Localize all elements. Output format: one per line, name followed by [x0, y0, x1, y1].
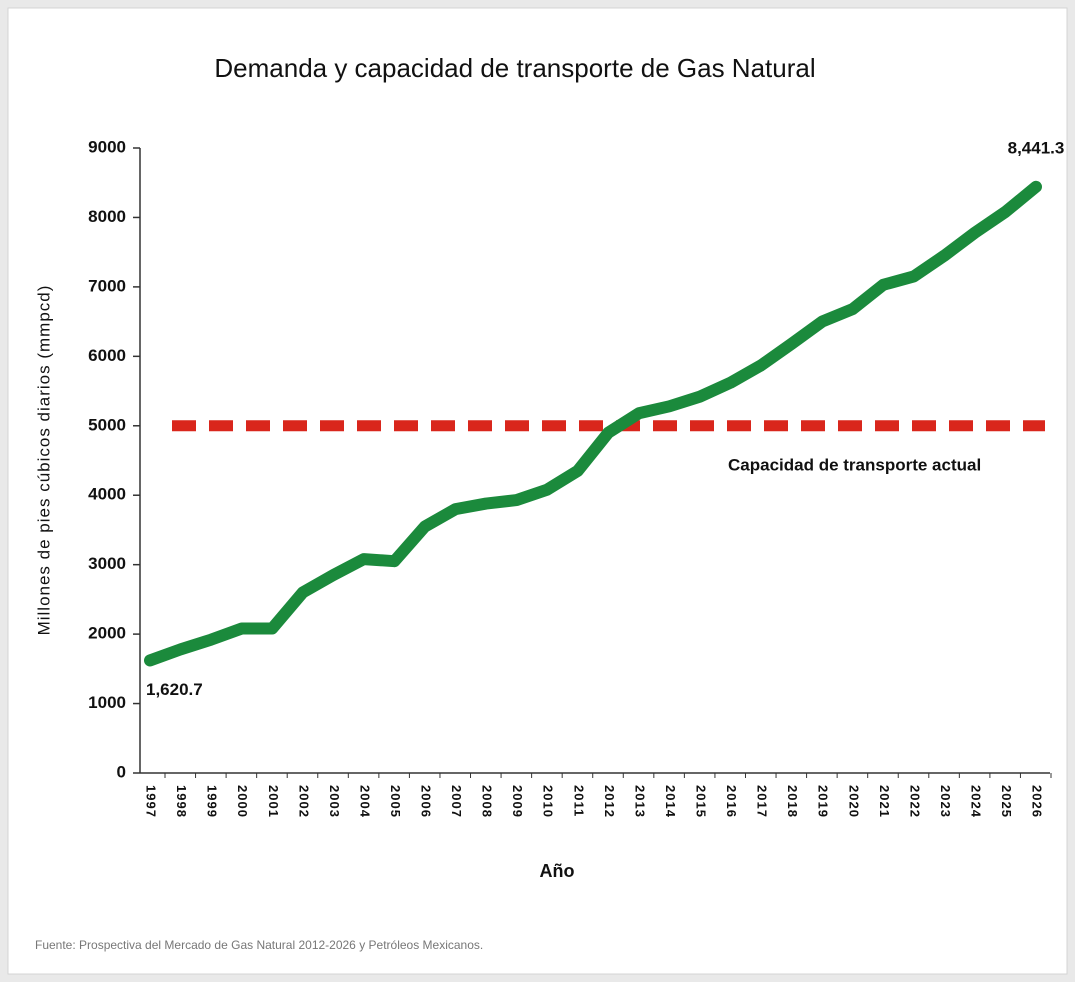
x-tick-label: 2023 [938, 785, 953, 818]
y-tick-label: 6000 [88, 346, 126, 365]
reference-label: Capacidad de transporte actual [728, 455, 981, 474]
x-axis-title: Año [540, 861, 575, 881]
x-tick-label: 2009 [510, 785, 525, 818]
y-tick-label: 0 [117, 762, 126, 781]
x-tick-label: 2005 [388, 785, 403, 818]
y-tick-label: 1000 [88, 693, 126, 712]
chart-title: Demanda y capacidad de transporte de Gas… [214, 53, 815, 83]
x-tick-label: 2025 [999, 785, 1014, 818]
x-tick-label: 1999 [205, 785, 220, 818]
x-tick-label: 2013 [632, 785, 647, 818]
y-tick-label: 7000 [88, 276, 126, 295]
x-tick-label: 2004 [357, 785, 372, 818]
y-tick-label: 2000 [88, 624, 126, 643]
y-tick-label: 4000 [88, 485, 126, 504]
x-tick-label: 2000 [235, 785, 250, 818]
value-label: 1,620.7 [146, 680, 203, 699]
x-tick-label: 2017 [755, 785, 770, 818]
x-tick-label: 2011 [571, 785, 586, 817]
y-axis-title: Millones de pies cúbicos diarios (mmpcd) [34, 285, 53, 636]
x-tick-label: 2018 [785, 785, 800, 818]
x-tick-label: 2024 [968, 785, 983, 818]
data-line [144, 180, 1042, 667]
x-tick-label: 2008 [480, 785, 495, 818]
x-tick-label: 2015 [693, 785, 708, 818]
x-tick-label: 2022 [907, 785, 922, 818]
y-tick-label: 5000 [88, 415, 126, 434]
source-note: Fuente: Prospectiva del Mercado de Gas N… [35, 938, 483, 952]
value-label: 8,441.3 [1008, 138, 1065, 157]
x-tick-label: 2001 [266, 785, 281, 818]
x-tick-label: 2010 [541, 785, 556, 818]
x-tick-label: 2021 [877, 785, 892, 818]
x-tick-label: 2012 [602, 785, 617, 818]
x-tick-label: 2020 [846, 785, 861, 818]
y-tick-label: 8000 [88, 207, 126, 226]
x-tick-label: 2016 [724, 785, 739, 818]
y-tick-label: 9000 [88, 137, 126, 156]
x-tick-label: 2006 [419, 785, 434, 818]
x-tick-label: 1998 [174, 785, 189, 818]
y-tick-label: 3000 [88, 554, 126, 573]
x-tick-label: 2019 [816, 785, 831, 818]
x-tick-label: 2014 [663, 785, 678, 818]
x-tick-label: 2002 [296, 785, 311, 818]
x-tick-label: 2003 [327, 785, 342, 818]
x-tick-label: 2026 [1030, 785, 1045, 818]
x-tick-label: 1997 [144, 785, 159, 818]
x-tick-label: 2007 [449, 785, 464, 818]
